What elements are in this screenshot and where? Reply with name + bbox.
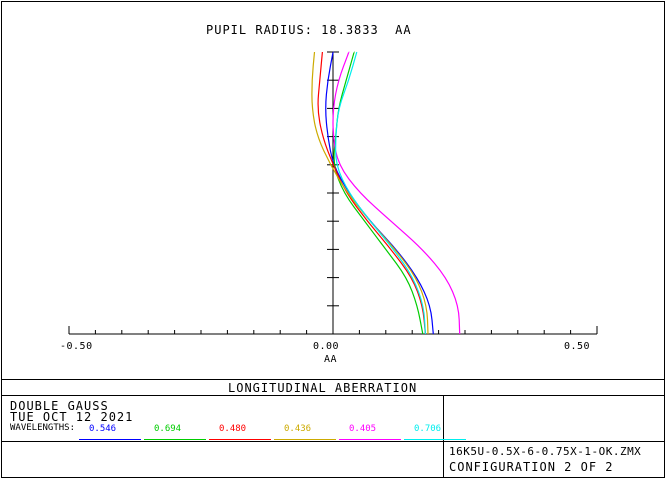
aberration-curve-2 — [333, 51, 424, 335]
wavelength-value: 0.694 — [154, 424, 182, 434]
plot-type-label: LONGITUDINAL ABERRATION — [228, 381, 418, 395]
wavelength-color-line — [79, 439, 141, 440]
x-tick-label-zero: 0.00 — [313, 341, 340, 352]
aberration-curve-5 — [332, 51, 461, 335]
aberration-curve-4 — [311, 51, 429, 335]
configuration-label: CONFIGURATION 2 OF 2 — [449, 460, 614, 474]
footer-right-divider — [443, 441, 664, 442]
aberration-curve-3 — [317, 51, 426, 335]
x-axis-label: AA — [324, 354, 338, 365]
wavelength-value: 0.436 — [284, 424, 312, 434]
wavelength-value: 0.546 — [89, 424, 117, 434]
wavelength-color-line — [274, 439, 336, 440]
footer-top-divider — [2, 379, 664, 380]
wavelength-value: 0.405 — [349, 424, 377, 434]
aberration-curve-6 — [334, 51, 426, 335]
wavelength-color-line — [339, 439, 401, 440]
wavelength-color-line — [209, 439, 271, 440]
footer-vertical-divider — [443, 395, 444, 478]
plot-date: TUE OCT 12 2021 — [10, 410, 134, 424]
wavelength-value: 0.706 — [414, 424, 442, 434]
x-tick-label-max: 0.50 — [564, 341, 591, 352]
footer-legend-divider — [2, 441, 443, 442]
x-tick-label-min: -0.50 — [60, 341, 93, 352]
file-name: 16K5U-0.5X-6-0.75X-1-OK.ZMX — [449, 445, 642, 458]
wavelengths-label: WAVELENGTHS: — [10, 423, 76, 433]
wavelength-value: 0.480 — [219, 424, 247, 434]
wavelength-color-line — [144, 439, 206, 440]
footer-title-divider — [2, 395, 664, 396]
wavelength-color-line — [404, 439, 466, 440]
chart-title: PUPIL RADIUS: 18.3833 AA — [206, 23, 412, 37]
system-title: DOUBLE GAUSS — [10, 399, 109, 413]
